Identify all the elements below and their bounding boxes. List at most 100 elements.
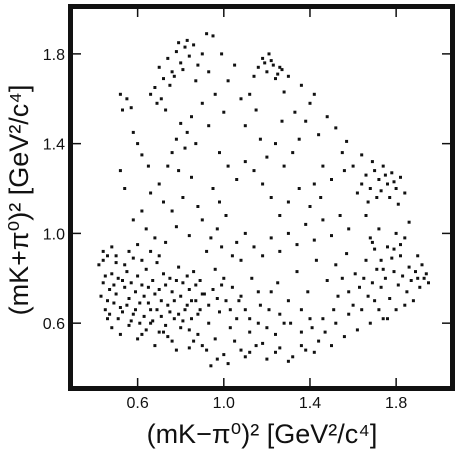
data-point xyxy=(207,321,211,325)
data-point xyxy=(155,101,159,105)
data-point xyxy=(416,276,420,280)
data-point xyxy=(174,225,178,229)
data-point xyxy=(157,330,161,334)
data-point xyxy=(144,267,148,271)
data-point xyxy=(131,218,135,222)
data-point xyxy=(377,178,381,181)
data-point xyxy=(162,77,165,81)
data-point xyxy=(108,288,112,291)
data-point xyxy=(170,290,174,294)
data-point xyxy=(211,187,215,190)
data-point xyxy=(388,297,392,300)
data-point xyxy=(286,299,290,303)
data-point xyxy=(278,65,282,69)
data-point xyxy=(108,312,112,316)
data-point xyxy=(248,350,252,354)
data-point xyxy=(194,79,198,83)
data-point xyxy=(183,45,187,49)
data-point xyxy=(118,92,122,96)
data-point xyxy=(252,245,256,249)
data-point xyxy=(170,339,174,343)
data-point xyxy=(366,294,370,298)
data-point xyxy=(336,294,340,298)
data-point xyxy=(230,254,234,258)
data-point xyxy=(168,83,172,87)
data-point xyxy=(164,108,168,112)
data-point xyxy=(278,214,282,217)
data-point xyxy=(424,272,428,276)
data-point xyxy=(330,344,333,348)
data-point xyxy=(101,249,105,253)
data-point xyxy=(370,240,374,244)
data-points xyxy=(97,32,430,368)
data-point xyxy=(261,182,265,186)
data-point xyxy=(392,180,396,184)
data-point xyxy=(338,214,342,217)
data-point xyxy=(403,236,407,240)
data-point xyxy=(379,285,383,289)
data-point xyxy=(347,227,351,231)
data-point xyxy=(190,299,193,303)
data-point xyxy=(215,357,219,361)
data-point xyxy=(112,283,116,287)
data-point xyxy=(157,182,161,186)
data-point xyxy=(256,290,260,294)
data-point xyxy=(220,245,224,249)
data-point xyxy=(405,290,409,294)
y-axis-label: (mK+π⁰)² [GeV²/c⁴] xyxy=(4,85,34,316)
axis-ticks: 0.6 1.0 1.4 1.8 0.6 1.0 1.4 1.8 xyxy=(43,9,450,412)
data-point xyxy=(170,70,174,74)
data-point xyxy=(153,236,157,240)
data-point xyxy=(159,314,163,318)
data-point xyxy=(386,317,389,321)
data-point xyxy=(226,164,230,168)
data-point xyxy=(185,38,189,42)
data-point xyxy=(155,261,159,265)
data-point xyxy=(146,164,150,168)
data-point xyxy=(265,155,269,159)
data-point xyxy=(153,292,157,296)
data-point xyxy=(355,328,359,332)
data-point xyxy=(142,314,146,318)
data-point xyxy=(140,258,144,262)
data-point xyxy=(181,281,185,285)
data-point xyxy=(308,317,312,321)
data-point xyxy=(146,285,150,289)
data-point xyxy=(125,303,129,307)
data-point xyxy=(265,70,269,74)
data-point xyxy=(162,330,165,334)
data-point xyxy=(235,178,239,181)
data-point xyxy=(321,164,325,168)
data-point xyxy=(362,276,366,280)
data-point xyxy=(293,110,297,114)
data-point xyxy=(386,245,389,249)
data-point xyxy=(299,330,303,334)
data-point xyxy=(226,79,230,83)
data-point xyxy=(243,308,247,312)
data-point xyxy=(317,133,321,137)
data-point xyxy=(116,317,120,321)
data-point xyxy=(183,146,187,150)
data-point xyxy=(157,65,161,69)
data-point xyxy=(187,54,191,58)
data-point xyxy=(414,270,417,274)
data-point xyxy=(267,52,271,56)
data-point xyxy=(325,115,329,119)
data-point xyxy=(392,270,396,274)
data-point xyxy=(274,350,277,354)
data-point xyxy=(407,220,411,224)
data-point xyxy=(233,63,237,67)
data-point xyxy=(230,285,234,289)
data-point xyxy=(403,303,407,307)
data-point xyxy=(278,249,282,253)
data-point xyxy=(177,169,181,173)
data-point xyxy=(134,290,137,294)
data-point xyxy=(112,301,116,305)
data-point xyxy=(399,254,402,258)
data-point xyxy=(181,68,185,72)
data-point xyxy=(198,308,202,312)
x-tick-label: 1.0 xyxy=(213,395,235,412)
data-point xyxy=(368,187,372,190)
data-point xyxy=(265,326,269,330)
